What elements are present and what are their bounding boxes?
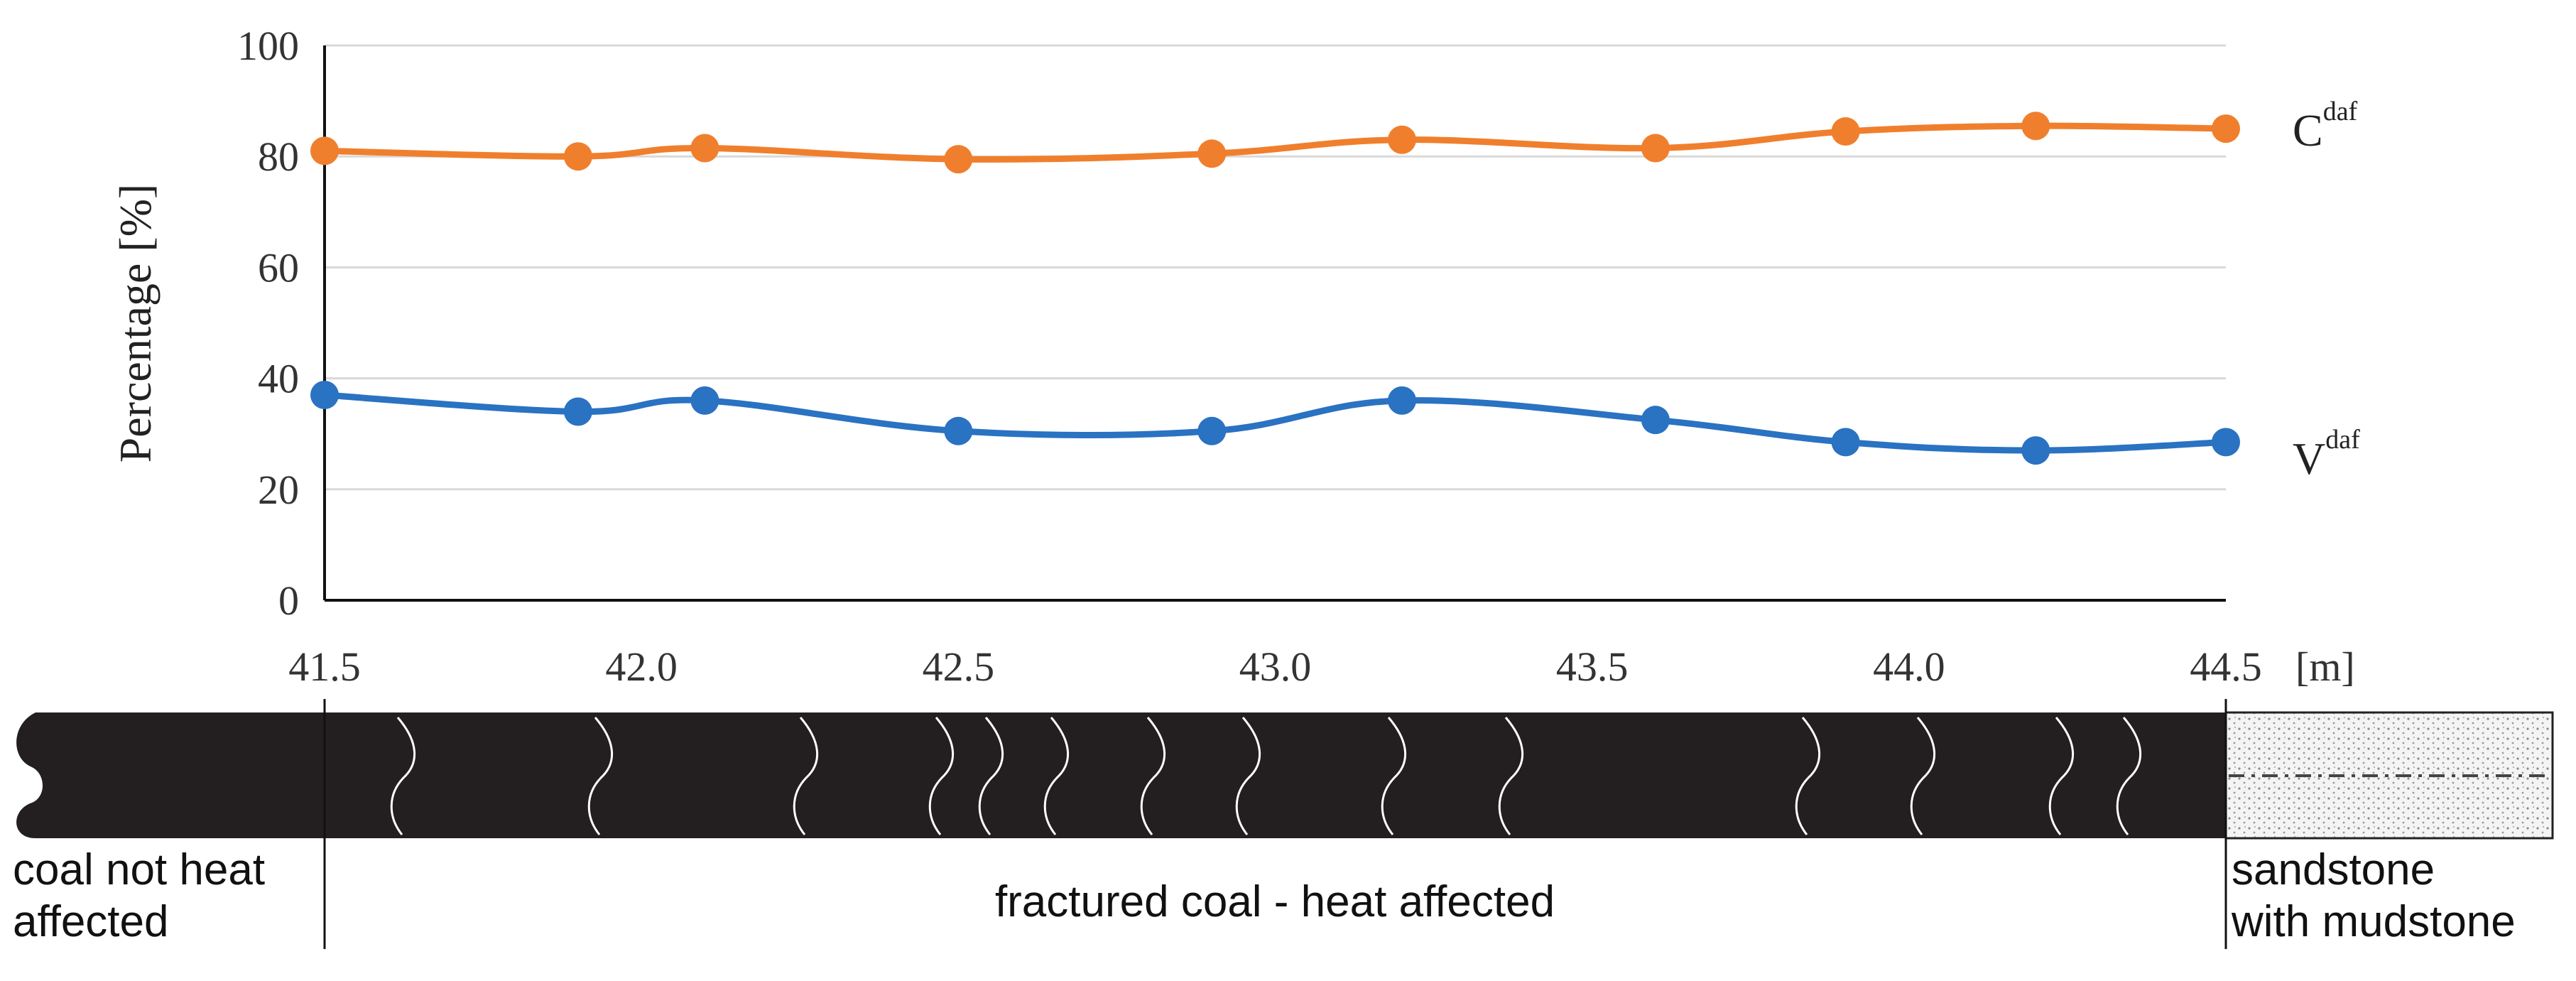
x-tick-label: 41.5 [288,644,361,690]
x-tick-label: 43.5 [1556,644,1629,690]
x-axis-unit: [m] [2295,644,2355,690]
y-tick-labels: 0 20 40 60 80 100 [237,23,299,624]
x-tick-label: 43.0 [1239,644,1312,690]
data-point-v [310,381,339,410]
data-point-c [563,142,592,171]
fracture-line [1043,717,1070,835]
x-tick-label: 42.0 [605,644,678,690]
series-label-c: Cdaf [2293,97,2358,156]
fracture-line [587,717,614,835]
fracture-line [390,717,416,835]
fracture-line [2116,717,2142,835]
zone-label-coal-not-heat-2: affected [13,897,168,946]
y-tick-label: 40 [258,356,299,402]
y-tick-label: 80 [258,134,299,180]
zone-label-sandstone-2: with mudstone [2231,897,2516,946]
series-line-c [321,122,2229,163]
data-point-c [690,134,719,163]
data-point-c [944,145,973,174]
fracture-line [1140,717,1166,835]
x-tick-labels: 41.5 42.0 42.5 43.0 43.5 44.0 44.5 [288,644,2262,690]
fractures [390,717,2142,835]
zone-label-coal-not-heat: coal not heat [13,845,265,894]
fracture-line [1795,717,1821,835]
y-tick-label: 0 [278,578,299,624]
zone-label-sandstone: sandstone [2232,845,2435,894]
data-point-c [1197,139,1227,168]
data-point-c [2212,114,2240,143]
y-tick-label: 60 [258,244,299,291]
coal-bed [16,712,2227,838]
data-point-v [1387,386,1416,415]
fracture-line [978,717,1004,835]
series-label-v: Vdaf [2293,425,2360,484]
fracture-line [928,717,955,835]
series [310,112,2240,465]
data-point-v [1197,416,1227,445]
grid-lines [325,44,2226,491]
fracture-line [1235,717,1261,835]
data-point-v [2021,436,2050,465]
y-tick-label: 20 [258,467,299,513]
x-tick-label: 42.5 [923,644,995,690]
x-tick-label: 44.0 [1873,644,1945,690]
fracture-line [1910,717,1936,835]
data-point-v [690,386,719,415]
fracture-line [793,717,819,835]
data-point-v [1831,428,1860,457]
series-line-v [321,391,2229,454]
x-tick-label: 44.5 [2190,644,2262,690]
data-point-v [944,416,973,445]
data-point-c [1831,117,1860,146]
data-point-c [2021,112,2050,141]
zone-label-fractured-coal: fractured coal - heat affected [995,877,1555,926]
fracture-line [1381,717,1407,835]
data-point-v [563,397,592,426]
fracture-line [1498,717,1524,835]
data-point-c [1641,134,1670,163]
y-tick-label: 100 [237,23,299,69]
fracture-line [2048,717,2075,835]
y-axis-label: Percentage [%] [110,184,161,463]
data-point-v [1641,406,1670,435]
series-labels: Cdaf Vdaf [2293,97,2360,484]
lithology-column: coal not heat affected fractured coal - … [13,699,2554,949]
data-point-c [310,136,339,166]
data-point-c [1387,125,1416,154]
data-point-v [2212,428,2240,457]
